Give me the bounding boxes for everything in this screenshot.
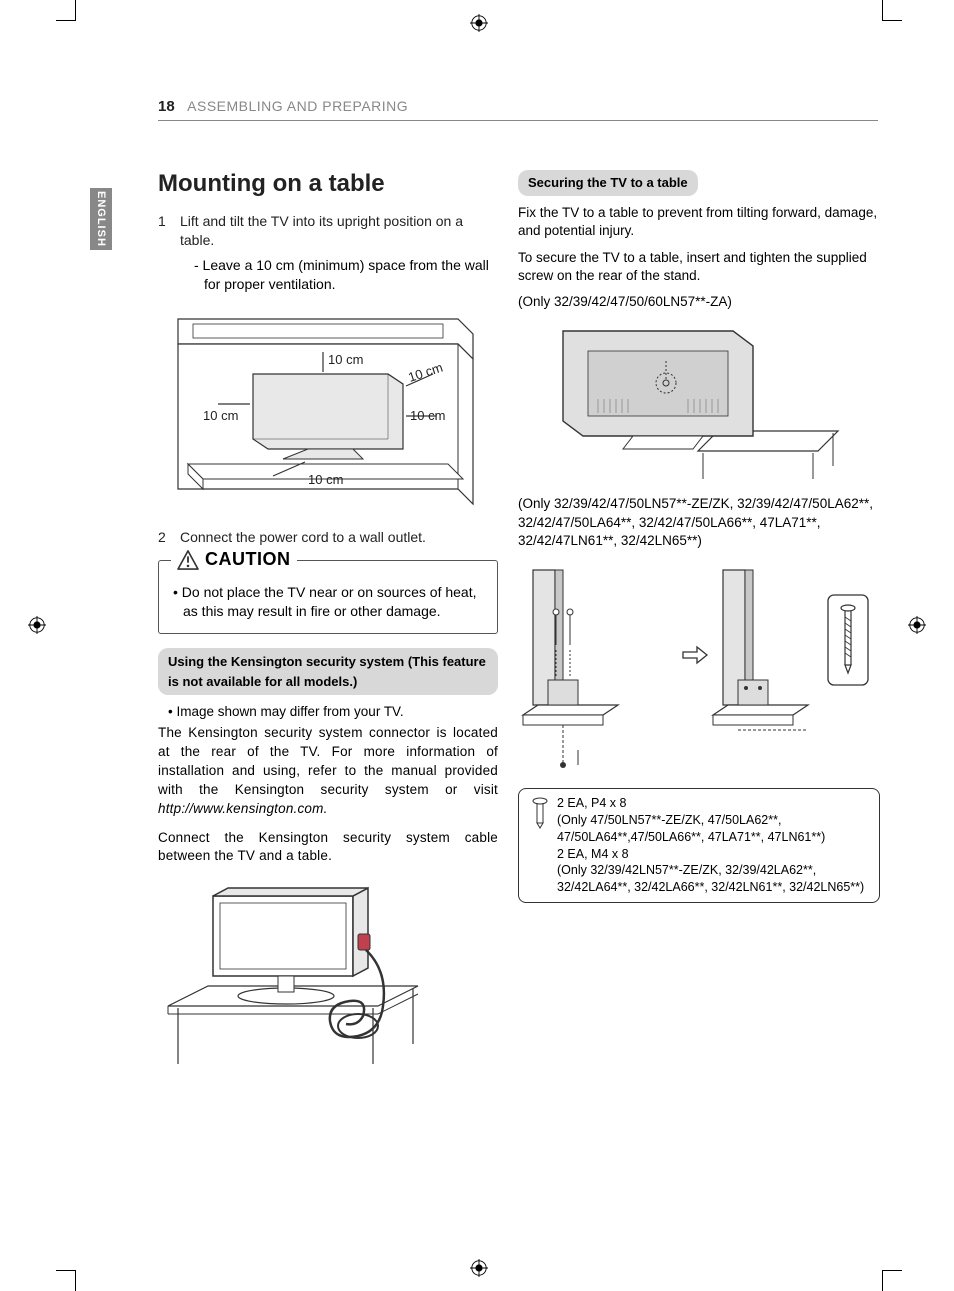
caution-title: CAUTION [205, 549, 291, 570]
step-number: 2 [158, 528, 180, 547]
step-number: 1 [158, 212, 180, 250]
registration-mark [28, 616, 46, 634]
screw-line4: (Only 32/39/42LN57**-ZE/ZK, 32/39/42LA62… [557, 862, 869, 896]
secure-p2: To secure the TV to a table, insert and … [518, 249, 880, 285]
caution-head: CAUTION [171, 549, 297, 570]
figure-ventilation: 10 cm 10 cm 10 cm 10 cm 10 cm [158, 304, 498, 514]
crop-mark [56, 20, 76, 21]
label-rl: 10 cm [410, 408, 445, 423]
screw-spec-box: 2 EA, P4 x 8 (Only 47/50LN57**-ZE/ZK, 47… [518, 788, 880, 903]
registration-mark [470, 1259, 488, 1277]
kensington-p1: The Kensington security system connector… [158, 724, 498, 818]
registration-mark [908, 616, 926, 634]
section-title: ASSEMBLING AND PREPARING [187, 98, 408, 114]
left-column: Mounting on a table 1 Lift and tilt the … [158, 170, 498, 1080]
crop-mark [75, 0, 76, 20]
screw-line2: (Only 47/50LN57**-ZE/ZK, 47/50LA62**, 47… [557, 812, 869, 846]
screw-line1: 2 EA, P4 x 8 [557, 795, 869, 812]
models-2: (Only 32/39/42/47/50LN57**-ZE/ZK, 32/39/… [518, 495, 880, 550]
step-2: 2 Connect the power cord to a wall outle… [158, 528, 498, 547]
crop-mark [882, 0, 883, 20]
warning-icon [177, 550, 199, 570]
crop-mark [882, 1270, 902, 1271]
secure-model1: (Only 32/39/42/47/50/60LN57**-ZA) [518, 293, 880, 311]
kensington-bullet: • Image shown may differ from your TV. [158, 703, 498, 722]
page: 18 ASSEMBLING AND PREPARING ENGLISH Moun… [80, 28, 884, 1256]
kensington-link: http://www.kensington.com. [158, 801, 328, 816]
label-top: 10 cm [328, 352, 363, 367]
screw-icon [529, 797, 551, 829]
right-column: Securing the TV to a table Fix the TV to… [518, 170, 880, 903]
crop-mark [56, 1270, 76, 1271]
caution-box: CAUTION • Do not place the TV near or on… [158, 560, 498, 634]
secure-p1: Fix the TV to a table to prevent from ti… [518, 204, 880, 240]
page-header: 18 ASSEMBLING AND PREPARING [158, 98, 878, 121]
screw-line3: 2 EA, M4 x 8 [557, 846, 869, 863]
figure-kensington [158, 876, 498, 1066]
figure-secure-2 [518, 560, 880, 780]
page-number: 18 [158, 98, 175, 115]
kensington-p1-text: The Kensington security system connector… [158, 725, 498, 797]
securing-pill: Securing the TV to a table [518, 170, 698, 196]
arrow-right-icon [683, 647, 707, 663]
step-text: Connect the power cord to a wall outlet. [180, 528, 498, 547]
step-text: Lift and tilt the TV into its upright po… [180, 212, 498, 250]
kensington-p2: Connect the Kensington security system c… [158, 829, 498, 867]
step-1-sub: - Leave a 10 cm (minimum) space from the… [194, 256, 498, 294]
crop-mark [75, 1271, 76, 1291]
caution-item: • Do not place the TV near or on sources… [173, 583, 483, 621]
crop-mark [882, 1271, 883, 1291]
figure-secure-1 [518, 321, 880, 481]
step-1: 1 Lift and tilt the TV into its upright … [158, 212, 498, 250]
label-bottom: 10 cm [308, 472, 343, 487]
label-left: 10 cm [203, 408, 238, 423]
crop-mark [882, 20, 902, 21]
kensington-pill: Using the Kensington security system (Th… [158, 648, 498, 695]
heading-mounting: Mounting on a table [158, 170, 498, 198]
language-tab: ENGLISH [90, 188, 112, 250]
